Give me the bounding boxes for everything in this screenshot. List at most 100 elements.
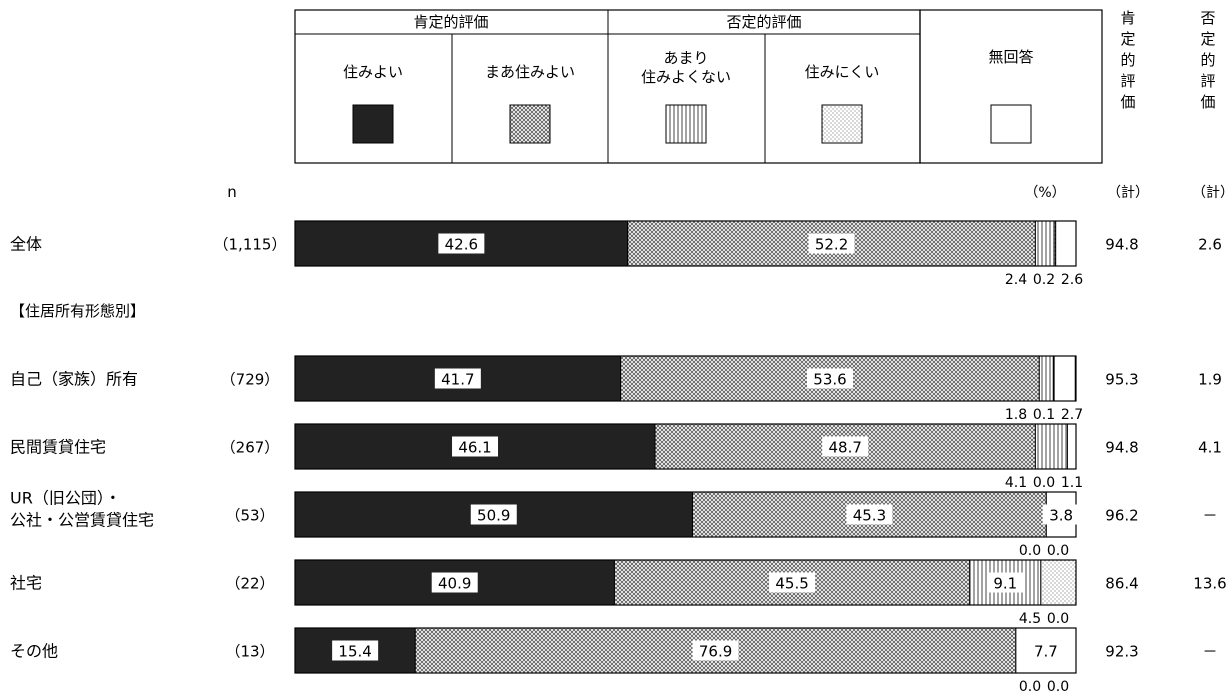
legend-label-2-line-1: 住みよくない bbox=[641, 68, 731, 86]
data-label: 52.2 bbox=[815, 236, 848, 254]
data-label: 76.9 bbox=[699, 643, 732, 661]
data-label-bg bbox=[1042, 504, 1080, 525]
negative-total-header-char: 価 bbox=[1200, 93, 1215, 111]
n-header: n bbox=[227, 183, 237, 201]
negative-total-value: － bbox=[1202, 643, 1217, 661]
positive-total-header-char: 定 bbox=[1120, 30, 1135, 48]
negative-total-header-char: 評 bbox=[1200, 72, 1215, 90]
small-value-label: 0.0 bbox=[1019, 543, 1041, 559]
row-n: （53） bbox=[225, 507, 274, 525]
data-label: 45.3 bbox=[853, 507, 886, 525]
data-label: 41.7 bbox=[441, 371, 474, 389]
section-label: 【住居所有形態別】 bbox=[10, 302, 145, 320]
bar-outline bbox=[294, 627, 1077, 674]
negative-total-value: 2.6 bbox=[1198, 236, 1222, 254]
legend-swatch-solid bbox=[352, 104, 394, 144]
row-n: （1,115） bbox=[214, 236, 287, 254]
negative-total-header-char: 否 bbox=[1200, 9, 1215, 27]
data-label-bg bbox=[692, 640, 739, 661]
bar-row: 社宅 （22） 40.9 45.5 9.1 4.5 0.0 86.4 13.6 bbox=[10, 559, 1227, 627]
bar-row: 民間賃貸住宅 （267） 46.1 48.7 4.1 0.0 1.1 94.8 4.1 bbox=[10, 423, 1222, 491]
negative-total-value: － bbox=[1202, 507, 1217, 525]
positive-total-value: 95.3 bbox=[1105, 371, 1138, 389]
data-label-bg bbox=[332, 640, 379, 661]
legend-label-4-line-0: 無回答 bbox=[988, 48, 1033, 66]
small-value-label: 1.8 bbox=[1005, 407, 1027, 423]
data-label-bg bbox=[846, 504, 893, 525]
row-label: 民間賃貸住宅 bbox=[10, 438, 106, 457]
bar-row: 全体 （1,115） 42.6 52.2 2.4 0.2 2.6 94.8 2.6 bbox=[10, 220, 1222, 288]
bar-segment-vlines bbox=[1038, 355, 1054, 402]
row-n: （267） bbox=[221, 439, 280, 457]
row-n: （729） bbox=[221, 371, 280, 389]
data-label-bg bbox=[431, 572, 478, 593]
positive-total-value: 96.2 bbox=[1105, 507, 1138, 525]
data-label: 46.1 bbox=[458, 439, 491, 457]
positive-total-value: 86.4 bbox=[1105, 575, 1138, 593]
bar-segment-blank bbox=[1055, 220, 1077, 267]
data-label-bg bbox=[452, 436, 499, 457]
small-value-label: 0.0 bbox=[1033, 475, 1055, 491]
legend-swatch-crosshatch bbox=[509, 104, 551, 144]
positive-total-header-char: 評 bbox=[1120, 72, 1135, 90]
data-label: 48.7 bbox=[829, 439, 862, 457]
data-label: 45.5 bbox=[775, 575, 808, 593]
small-value-label: 2.4 bbox=[1005, 272, 1027, 288]
legend-label-3-line-0: 住みにくい bbox=[805, 63, 880, 81]
small-value-label: 1.1 bbox=[1061, 475, 1083, 491]
positive-total-sub: （計） bbox=[1107, 185, 1149, 201]
positive-total-header-char: 肯 bbox=[1120, 9, 1135, 27]
row-label: 自己（家族）所有 bbox=[10, 370, 138, 389]
legend-label-2-line-0: あまり bbox=[663, 49, 708, 67]
legend-group-negative: 否定的評価 bbox=[726, 13, 801, 31]
legend-swatch-vlines bbox=[665, 104, 707, 144]
positive-total-value: 94.8 bbox=[1105, 236, 1138, 254]
small-value-label: 0.0 bbox=[1047, 679, 1069, 695]
bar-segment-blank bbox=[1053, 355, 1076, 402]
negative-total-header-char: 的 bbox=[1200, 51, 1215, 69]
data-label-bg bbox=[822, 436, 869, 457]
legend-swatch-blank bbox=[990, 104, 1032, 144]
data-label-bg bbox=[470, 504, 517, 525]
bar-outline bbox=[294, 559, 1077, 606]
small-value-label: 0.0 bbox=[1047, 611, 1069, 627]
negative-total-value: 1.9 bbox=[1198, 371, 1222, 389]
bar-row: UR（旧公団）・公社・公営賃貸住宅 （53） 50.9 45.3 3.8 0.0 0.0 96… bbox=[10, 489, 1218, 560]
data-label: 9.1 bbox=[993, 575, 1017, 593]
data-label: 50.9 bbox=[477, 507, 510, 525]
row-label: 社宅 bbox=[10, 574, 42, 593]
legend-label-1-line-0: まあ住みよい bbox=[485, 63, 575, 81]
bar-segment-blank bbox=[1066, 423, 1077, 470]
data-label: 42.6 bbox=[445, 236, 478, 254]
bar-outline bbox=[294, 423, 1077, 470]
row-n: （22） bbox=[225, 575, 274, 593]
small-value-label: 4.5 bbox=[1019, 611, 1041, 627]
bar-segment-vlines bbox=[1034, 423, 1068, 470]
row-label: その他 bbox=[10, 642, 58, 661]
negative-total-value: 4.1 bbox=[1198, 439, 1222, 457]
row-label: UR（旧公団）・ bbox=[10, 489, 121, 508]
data-label: 53.6 bbox=[813, 371, 846, 389]
small-value-label: 2.7 bbox=[1061, 407, 1083, 423]
positive-total-value: 92.3 bbox=[1105, 643, 1138, 661]
small-value-label: 4.1 bbox=[1005, 475, 1027, 491]
small-value-label: 0.2 bbox=[1033, 272, 1055, 288]
small-value-label: 0.0 bbox=[1019, 679, 1041, 695]
legend-label-0-line-0: 住みよい bbox=[343, 63, 403, 81]
data-label-bg bbox=[438, 233, 485, 254]
data-label-bg bbox=[808, 233, 855, 254]
positive-total-header-char: 価 bbox=[1120, 93, 1135, 111]
small-value-label: 0.1 bbox=[1033, 407, 1055, 423]
data-label-bg bbox=[434, 368, 481, 389]
data-label: 7.7 bbox=[1034, 643, 1058, 661]
data-label: 40.9 bbox=[438, 575, 471, 593]
legend-group-positive: 肯定的評価 bbox=[413, 13, 488, 31]
data-label-bg bbox=[769, 572, 816, 593]
row-label: 公社・公営賃貸住宅 bbox=[10, 511, 154, 530]
small-value-label: 0.0 bbox=[1047, 543, 1069, 559]
bar-row: 自己（家族）所有 （729） 41.7 53.6 1.8 0.1 2.7 95.3 1.9 bbox=[10, 355, 1222, 423]
positive-total-value: 94.8 bbox=[1105, 439, 1138, 457]
row-label: 全体 bbox=[10, 235, 42, 254]
